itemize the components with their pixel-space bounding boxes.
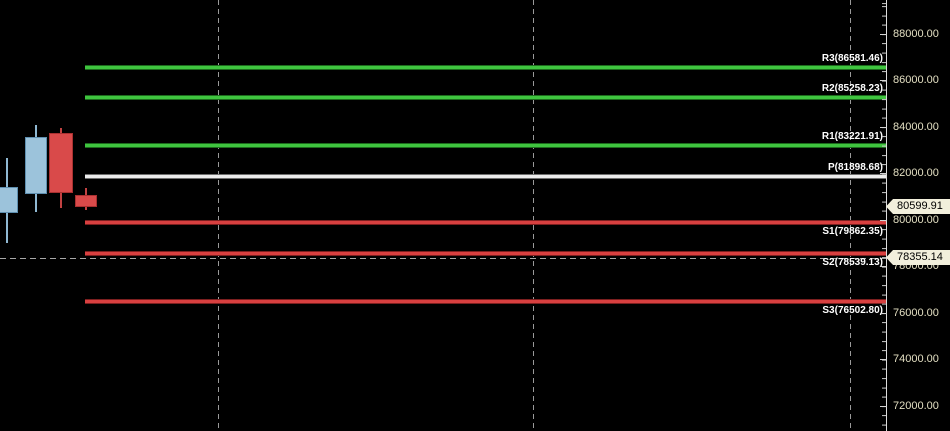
pivot-line-r2: R2(85258.23) xyxy=(85,83,886,99)
current-price-tag: 80599.91 xyxy=(886,199,950,214)
price-axis[interactable]: 88000.00 86000.00 84000.00 82000.00 8000… xyxy=(880,0,950,431)
axis-border-line xyxy=(886,0,887,431)
chart-area[interactable]: R3(86581.46) R2(85258.23) R1(83221.91) P… xyxy=(0,0,886,431)
pivot-label-r2: R2(85258.23) xyxy=(821,83,883,94)
candle-body xyxy=(0,187,18,213)
axis-tick-label: 74000.00 xyxy=(880,353,939,365)
pivot-line-s3: S3(76502.80) xyxy=(85,300,886,316)
pivot-line-p: P(81898.68) xyxy=(85,162,886,178)
pivot-line-s2: S2(78539.13) xyxy=(85,252,886,268)
session-separator-line xyxy=(533,0,534,431)
axis-tick-label: 88000.00 xyxy=(880,28,939,40)
candle-body xyxy=(49,133,73,193)
candle-body xyxy=(75,195,97,207)
pivot-line-s1: S1(79862.35) xyxy=(85,221,886,237)
axis-tick-label: 84000.00 xyxy=(880,121,939,133)
session-separator-line xyxy=(218,0,219,431)
pivot-label-p: P(81898.68) xyxy=(827,162,883,173)
candle-body xyxy=(25,137,47,194)
dashed-price-level-line xyxy=(0,258,886,259)
axis-tick-label: 76000.00 xyxy=(880,307,939,319)
axis-tick-label: 72000.00 xyxy=(880,400,939,412)
axis-tick-label: 80000.00 xyxy=(880,214,939,226)
pivot-label-s3: S3(76502.80) xyxy=(822,305,883,316)
pivot-label-r1: R1(83221.91) xyxy=(821,131,883,142)
pivot-label-s2: S2(78539.13) xyxy=(822,257,883,268)
axis-tick-label: 82000.00 xyxy=(880,167,939,179)
axis-tick-label: 86000.00 xyxy=(880,74,939,86)
pivot-line-r1: R1(83221.91) xyxy=(85,131,886,147)
pivot-line-r3: R3(86581.46) xyxy=(85,53,886,69)
session-separator-line xyxy=(850,0,851,431)
price-level-tag: 78355.14 xyxy=(886,250,950,265)
pivot-label-r3: R3(86581.46) xyxy=(821,53,883,64)
axis-minor-ticks xyxy=(882,0,886,431)
pivot-label-s1: S1(79862.35) xyxy=(822,226,883,237)
